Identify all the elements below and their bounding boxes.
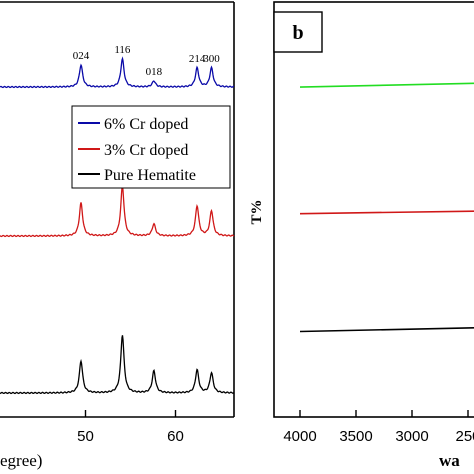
- left-x-tick-label: 60: [167, 428, 184, 445]
- peak-label: 024: [73, 50, 90, 62]
- right-plot-frame: [273, 1, 474, 418]
- left-x-axis-label: egree): [0, 451, 42, 470]
- xrd-series-line: [0, 56, 235, 89]
- right-x-tick-label: 3500: [339, 428, 372, 445]
- left-series-group: [0, 56, 235, 395]
- legend-label-3pct: 3% Cr doped: [104, 142, 188, 159]
- legend: 6% Cr doped 3% Cr doped Pure Hematite: [71, 105, 231, 189]
- right-x-tick-label: 250: [455, 428, 474, 445]
- right-x-ticks: 4000 3500 3000 250: [283, 410, 474, 445]
- panel-b-label-box: [273, 11, 323, 53]
- peak-label: 018: [146, 66, 163, 78]
- xrd-series-line: [0, 335, 235, 395]
- peak-label: 214: [189, 53, 206, 65]
- left-x-tick-label: 50: [77, 428, 94, 445]
- left-x-ticks: 50 60: [77, 410, 184, 445]
- right-x-tick-label: 3000: [395, 428, 428, 445]
- right-y-axis-label: T%: [249, 199, 265, 224]
- xrd-series-line: [0, 185, 235, 238]
- ftir-series-line: [299, 326, 474, 333]
- peak-label: 300: [203, 53, 220, 65]
- legend-label-6pct: 6% Cr doped: [104, 116, 188, 133]
- right-series-group: [299, 82, 474, 333]
- right-x-axis-label: wa: [439, 451, 460, 470]
- ftir-series-line: [299, 82, 474, 88]
- right-x-tick-label: 4000: [283, 428, 316, 445]
- panel-b-label: b: [292, 22, 303, 44]
- ftir-series-line: [299, 210, 474, 215]
- peak-label: 116: [114, 44, 131, 56]
- legend-label-pure: Pure Hematite: [104, 167, 196, 184]
